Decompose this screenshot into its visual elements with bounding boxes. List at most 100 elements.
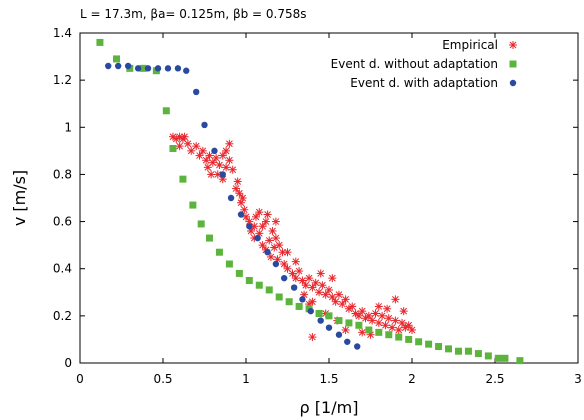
- y-tick-label: 0.4: [53, 262, 72, 276]
- data-point: [395, 333, 403, 341]
- data-point: [325, 312, 333, 320]
- data-point: [358, 307, 367, 316]
- data-point: [383, 304, 392, 313]
- data-point: [315, 288, 324, 297]
- x-tick-label: 2.5: [485, 372, 504, 386]
- data-point: [280, 260, 289, 268]
- data-point: [374, 302, 383, 311]
- data-point: [291, 274, 300, 283]
- data-point: [338, 300, 347, 309]
- data-point: [308, 283, 317, 292]
- data-point: [265, 236, 274, 245]
- data-point: [195, 151, 204, 160]
- y-tick-label: 1: [64, 120, 72, 134]
- data-point: [162, 107, 170, 115]
- data-point: [375, 328, 383, 336]
- data-point: [202, 156, 211, 165]
- data-point: [384, 314, 393, 323]
- data-point: [341, 295, 350, 304]
- data-point: [388, 323, 397, 332]
- data-point: [408, 326, 416, 334]
- y-tick-label: 0.8: [53, 167, 72, 181]
- data-point: [398, 318, 407, 327]
- data-point: [374, 318, 383, 327]
- data-point: [114, 62, 122, 70]
- legend-label: Event d. with adaptation: [350, 76, 498, 90]
- y-tick-label: 0.2: [53, 309, 72, 323]
- x-axis-ticks: 0 0.5 1 1.5 2 2.5 3: [76, 33, 582, 386]
- data-point: [255, 208, 264, 217]
- data-point: [169, 145, 177, 152]
- data-point: [227, 194, 235, 202]
- data-point: [368, 316, 377, 325]
- data-point: [328, 274, 337, 283]
- data-point: [364, 311, 373, 320]
- data-point: [305, 274, 314, 283]
- data-point: [215, 248, 223, 256]
- data-point: [144, 65, 152, 72]
- data-point: [264, 249, 271, 256]
- y-tick-label: 1.2: [53, 73, 72, 87]
- series-0: [168, 132, 416, 342]
- data-point: [316, 269, 325, 278]
- data-point: [180, 132, 189, 141]
- data-point: [295, 302, 303, 310]
- data-point: [404, 321, 413, 330]
- data-point: [175, 142, 184, 151]
- data-point: [183, 139, 192, 148]
- data-point: [183, 67, 190, 74]
- data-point: [105, 62, 112, 70]
- data-point: [271, 234, 280, 243]
- data-point: [212, 153, 221, 162]
- data-point: [354, 311, 363, 320]
- data-point: [300, 290, 309, 299]
- data-point: [516, 357, 524, 365]
- data-point: [464, 347, 472, 355]
- data-point: [399, 307, 408, 316]
- data-point: [318, 281, 327, 290]
- data-point: [245, 277, 253, 284]
- data-point: [205, 151, 214, 160]
- y-tick-label: 0.6: [53, 215, 72, 229]
- data-point: [354, 343, 361, 350]
- y-axis-ticks: 0 0.2 0.4 0.6 0.8 1 1.2 1.4: [53, 26, 578, 370]
- data-point: [203, 163, 212, 172]
- y-tick-label: 1.4: [53, 26, 72, 40]
- data-point: [355, 321, 363, 329]
- data-point: [445, 345, 453, 353]
- data-point: [325, 285, 333, 294]
- x-tick-label: 0.5: [153, 372, 172, 386]
- data-point: [365, 326, 373, 334]
- data-point: [205, 234, 213, 242]
- data-point: [179, 175, 187, 183]
- data-point: [258, 222, 267, 231]
- x-axis-label: ρ [1/m]: [300, 398, 359, 417]
- legend-marker: [509, 41, 517, 49]
- data-point: [328, 293, 337, 301]
- data-point: [272, 260, 280, 268]
- data-point: [237, 211, 245, 218]
- data-point: [154, 65, 162, 72]
- data-point: [222, 163, 231, 172]
- data-point: [501, 354, 509, 362]
- data-point: [381, 321, 390, 330]
- data-point: [254, 234, 261, 242]
- data-point: [435, 343, 443, 350]
- legend: Empirical Event d. without adaptation Even…: [331, 38, 517, 90]
- data-point: [211, 147, 218, 155]
- y-tick-label: 0: [64, 356, 72, 370]
- data-point: [225, 139, 234, 148]
- data-point: [189, 201, 197, 209]
- data-point: [278, 248, 287, 257]
- data-point: [139, 64, 147, 72]
- data-point: [317, 317, 324, 324]
- x-tick-label: 0: [76, 372, 84, 386]
- data-point: [232, 184, 241, 193]
- data-point: [335, 317, 343, 325]
- legend-marker: [509, 60, 517, 68]
- data-point: [298, 276, 307, 285]
- data-point: [268, 227, 277, 235]
- x-tick-label: 2: [408, 372, 416, 386]
- data-point: [233, 177, 242, 186]
- legend-marker: [509, 79, 517, 87]
